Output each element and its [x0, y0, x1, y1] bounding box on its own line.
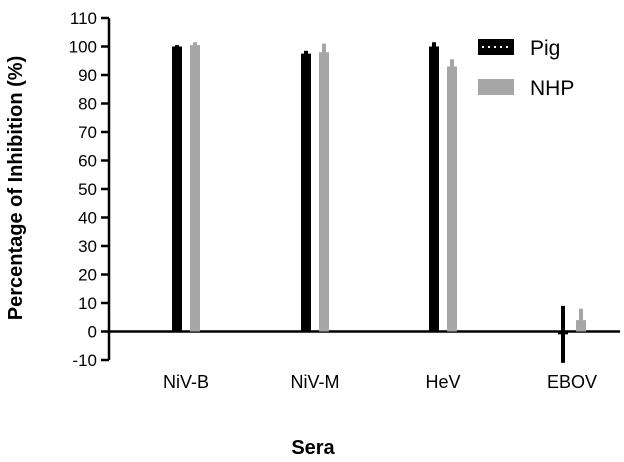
- legend: Pig NHP: [478, 37, 574, 100]
- bar-pig-niv-m: [301, 53, 311, 332]
- x-tick-label: EBOV: [547, 372, 597, 392]
- y-tick-label: 100: [69, 38, 97, 57]
- y-tick-label: -10: [72, 351, 97, 370]
- bar-nhp-niv-m: [319, 52, 329, 332]
- bar-nhp-niv-b: [190, 45, 200, 332]
- x-axis: NiV-B NiV-M HeV EBOV: [109, 330, 620, 392]
- bar-pig-hev: [429, 46, 439, 332]
- y-tick-label: 40: [78, 209, 97, 228]
- y-tick-label: 10: [78, 294, 97, 313]
- x-tick-label: NiV-M: [291, 372, 340, 392]
- y-tick-label: 0: [88, 323, 97, 342]
- bar-pig-niv-b: [172, 46, 182, 332]
- x-tick-label: HeV: [425, 372, 460, 392]
- y-tick-label: 110: [70, 9, 97, 28]
- y-tick-label: 50: [78, 180, 97, 199]
- legend-label-pig: Pig: [530, 37, 560, 60]
- bars: [172, 42, 586, 363]
- x-tick-label: NiV-B: [163, 372, 209, 392]
- y-tick-label: 80: [78, 95, 97, 114]
- y-tick-label: 90: [78, 66, 97, 85]
- y-tick-label: 30: [78, 237, 97, 256]
- y-tick-label: 60: [78, 152, 97, 171]
- y-axis-title: Percentage of Inhibition (%): [5, 56, 27, 320]
- y-tick-label: 70: [78, 123, 97, 142]
- bar-nhp-hev: [447, 66, 457, 332]
- y-axis: -10 0 10 20 30 40 50 60 70 80 90 100 110: [69, 9, 111, 370]
- x-axis-title: Sera: [291, 437, 335, 459]
- legend-swatch-nhp: [478, 79, 514, 95]
- legend-label-nhp: NHP: [530, 77, 574, 100]
- y-tick-label: 20: [78, 266, 97, 285]
